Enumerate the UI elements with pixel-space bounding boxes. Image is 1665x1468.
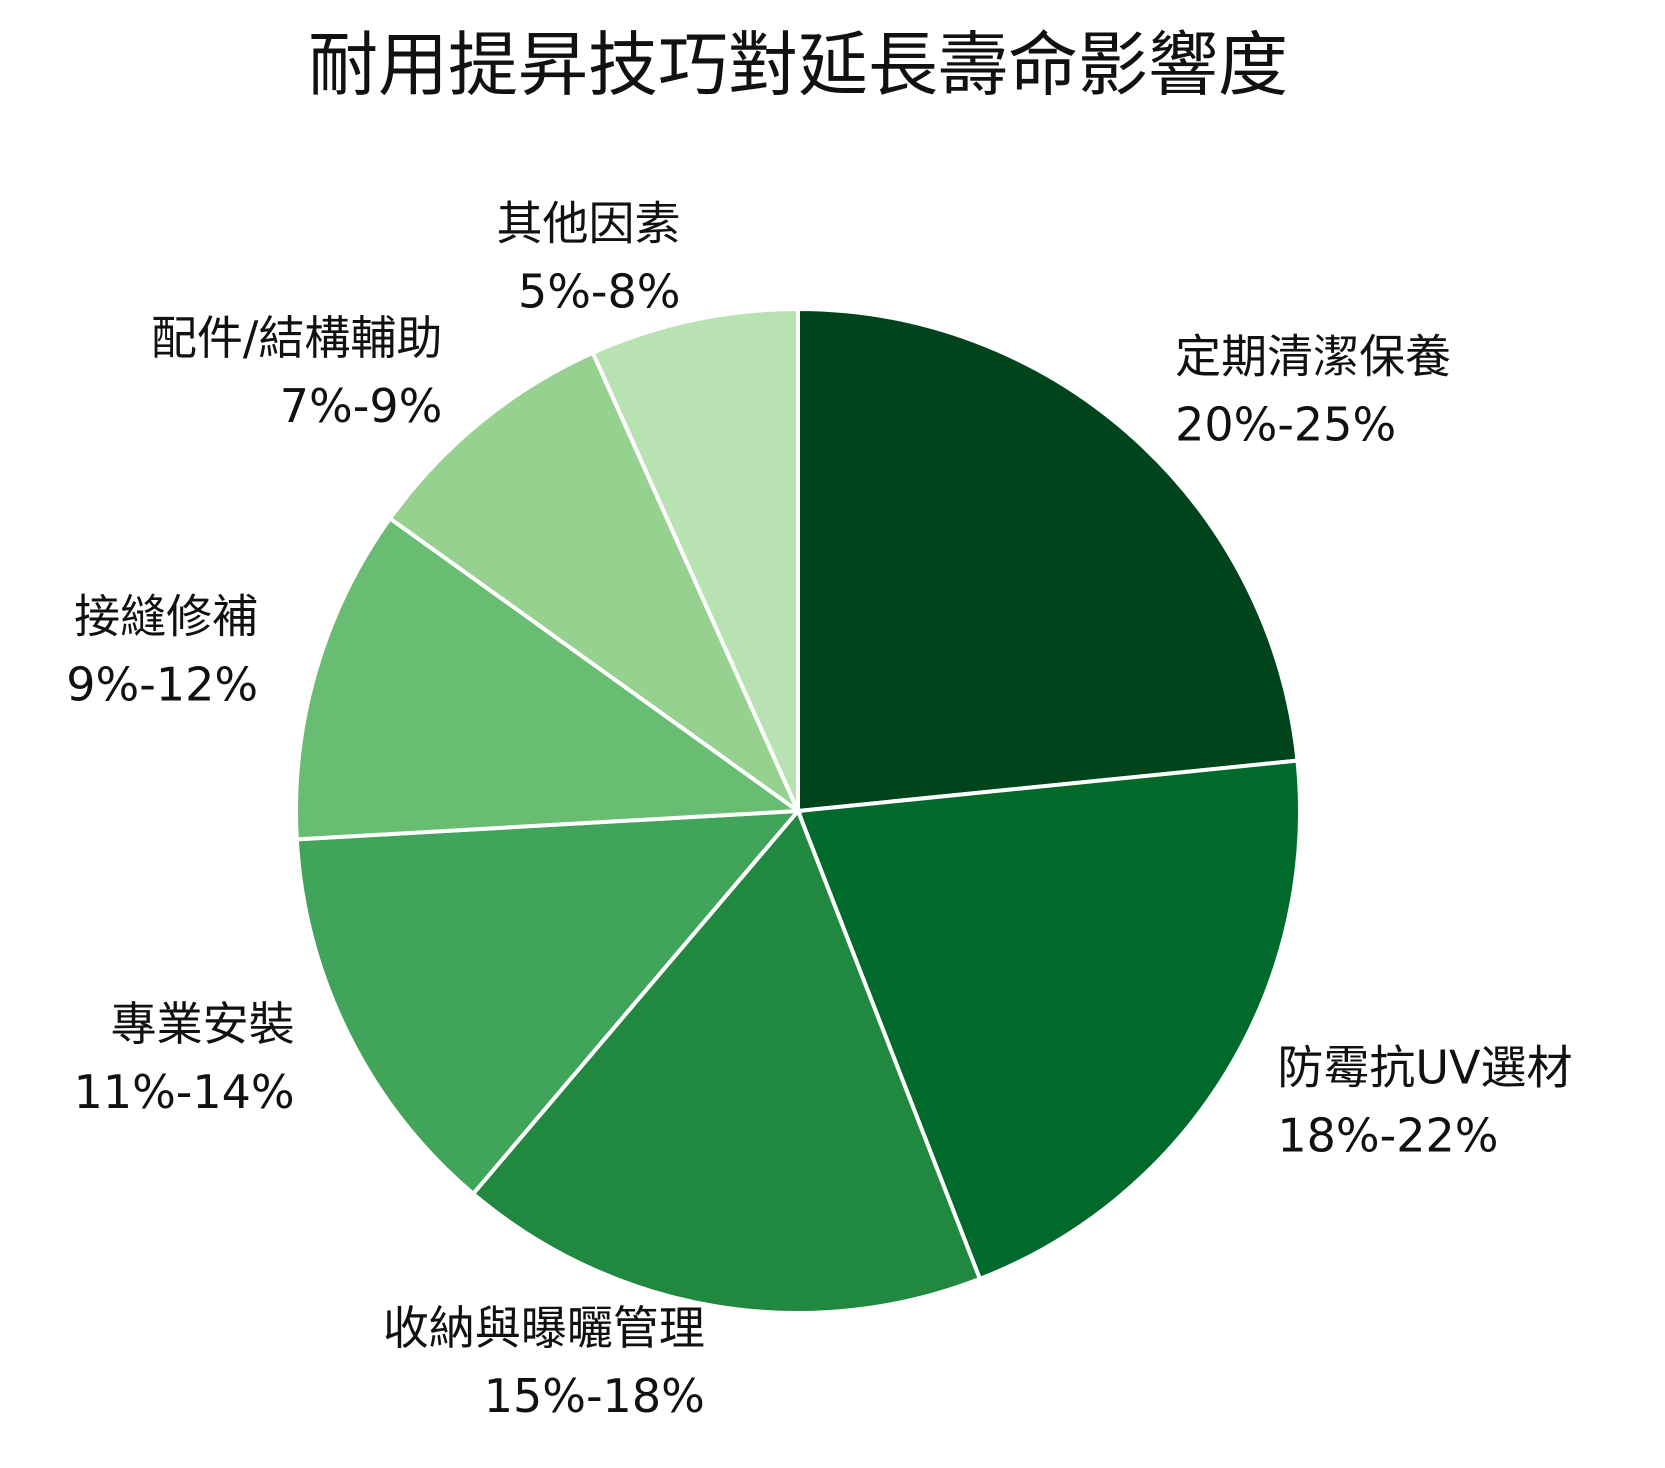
slice-label: 專業安裝 [111, 997, 295, 1051]
slice-label: 配件/結構輔助 [151, 311, 443, 365]
value-label: 18%-22% [1277, 1108, 1498, 1162]
slice-label: 防霉抗UV選材 [1277, 1040, 1572, 1094]
value-label: 7%-9% [280, 379, 443, 433]
slice-label: 其他因素 [497, 197, 681, 251]
value-label: 5%-8% [518, 265, 681, 319]
pie-slice [796, 306, 1300, 814]
chart-title: 耐用提昇技巧對延長壽命影響度 [308, 24, 1288, 106]
pie-slice [590, 306, 800, 812]
pie-slice [294, 515, 804, 842]
value-label: 15%-18% [484, 1369, 705, 1423]
pie-slice [387, 350, 803, 817]
value-label: 9%-12% [66, 658, 258, 712]
slice-label: 收納與曝曬管理 [383, 1301, 705, 1355]
value-label: 20%-25% [1175, 397, 1396, 451]
value-label: 11%-14% [74, 1065, 295, 1119]
slice-label: 接縫修補 [74, 590, 258, 644]
slice-label: 定期清潔保養 [1175, 329, 1451, 383]
pie-slice [294, 808, 803, 1197]
pie-slice [470, 807, 983, 1316]
pie-slice [795, 758, 1302, 1282]
